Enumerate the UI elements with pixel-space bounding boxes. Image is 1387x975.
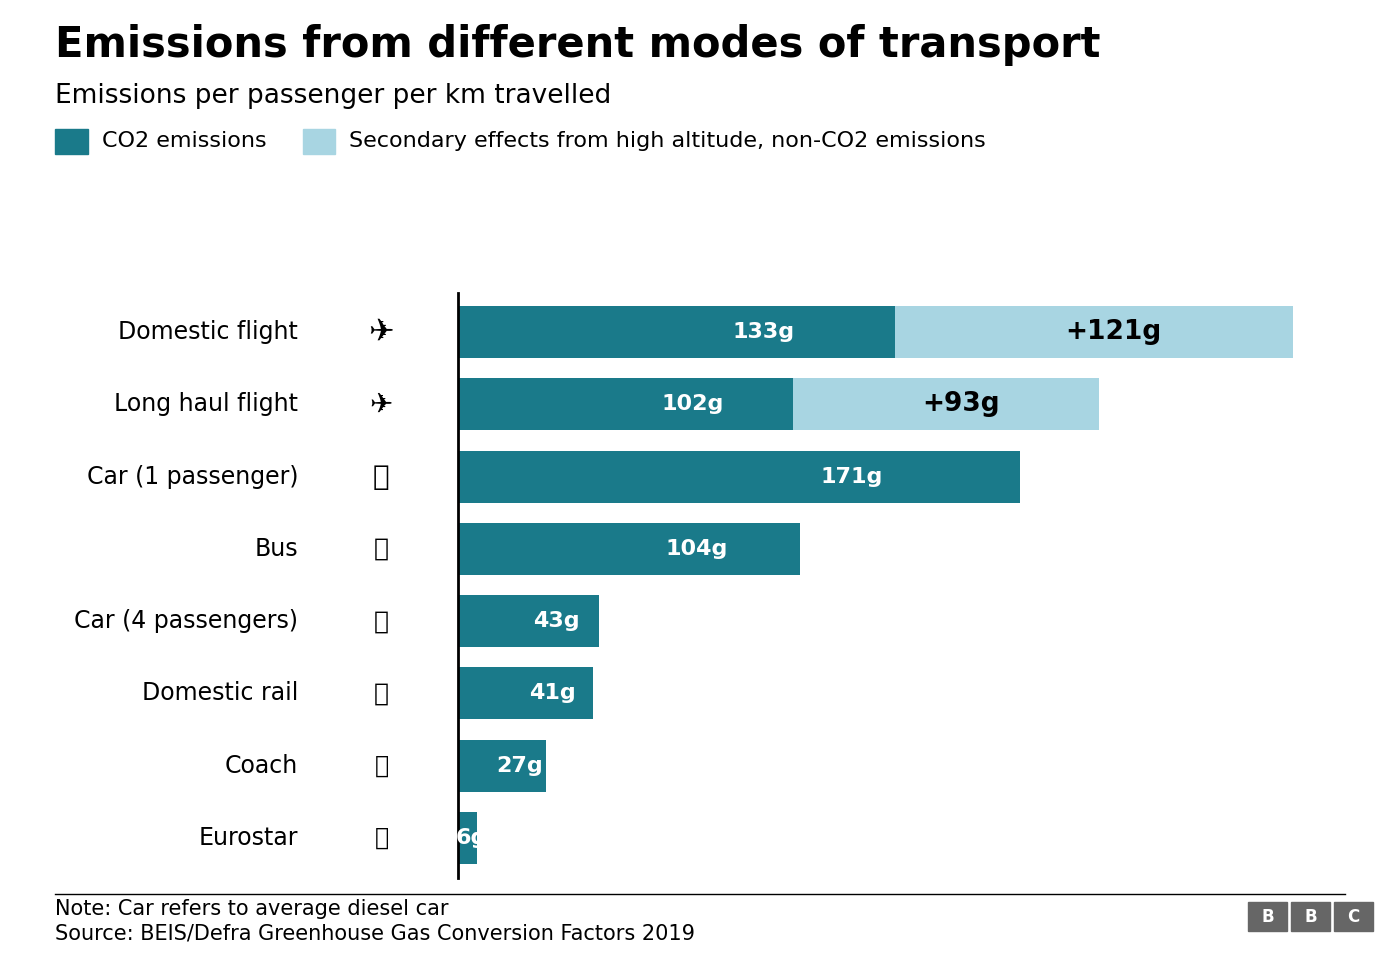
Bar: [458, 667, 592, 720]
Text: Long haul flight: Long haul flight: [114, 393, 298, 416]
Text: 🚌: 🚌: [374, 537, 388, 561]
Text: 171g: 171g: [820, 467, 882, 487]
Text: 6g: 6g: [456, 828, 487, 848]
Text: 43g: 43g: [534, 611, 580, 631]
Text: Source: BEIS/Defra Greenhouse Gas Conversion Factors 2019: Source: BEIS/Defra Greenhouse Gas Conver…: [55, 923, 695, 944]
Bar: [458, 812, 477, 864]
Text: 🚌: 🚌: [374, 754, 388, 777]
Text: 🚗: 🚗: [374, 609, 388, 633]
Text: B: B: [1261, 908, 1275, 925]
Bar: [458, 595, 599, 647]
Text: Domestic rail: Domestic rail: [141, 682, 298, 705]
Text: 🚂: 🚂: [374, 826, 388, 850]
Text: Car (1 passenger): Car (1 passenger): [87, 465, 298, 488]
Text: 🚗: 🚗: [373, 463, 390, 490]
Text: ✈: ✈: [369, 318, 394, 347]
Text: 🚂: 🚂: [374, 682, 388, 705]
Text: 27g: 27g: [497, 756, 544, 775]
Text: 104g: 104g: [666, 539, 728, 559]
Text: Note: Car refers to average diesel car: Note: Car refers to average diesel car: [55, 899, 449, 919]
Text: C: C: [1348, 908, 1359, 925]
Text: 133g: 133g: [732, 322, 795, 342]
Text: +93g: +93g: [922, 391, 1000, 417]
Bar: [458, 450, 1019, 503]
Text: Secondary effects from high altitude, non-CO2 emissions: Secondary effects from high altitude, no…: [350, 132, 986, 151]
Text: 41g: 41g: [528, 683, 576, 703]
Text: CO2 emissions: CO2 emissions: [101, 132, 266, 151]
Text: Emissions from different modes of transport: Emissions from different modes of transp…: [55, 24, 1101, 66]
Bar: [458, 740, 546, 792]
Text: B: B: [1304, 908, 1318, 925]
Text: +121g: +121g: [1065, 319, 1162, 345]
Text: Emissions per passenger per km travelled: Emissions per passenger per km travelled: [55, 83, 612, 109]
Bar: [458, 523, 800, 575]
Text: 102g: 102g: [662, 395, 724, 414]
Text: Car (4 passengers): Car (4 passengers): [75, 609, 298, 633]
Bar: [895, 306, 1293, 358]
Text: Domestic flight: Domestic flight: [118, 320, 298, 344]
Bar: [458, 378, 793, 430]
Bar: [458, 306, 895, 358]
Bar: [793, 378, 1099, 430]
Text: Bus: Bus: [255, 537, 298, 561]
Text: Eurostar: Eurostar: [198, 826, 298, 850]
Text: ✈: ✈: [370, 390, 393, 418]
Text: Coach: Coach: [225, 754, 298, 777]
